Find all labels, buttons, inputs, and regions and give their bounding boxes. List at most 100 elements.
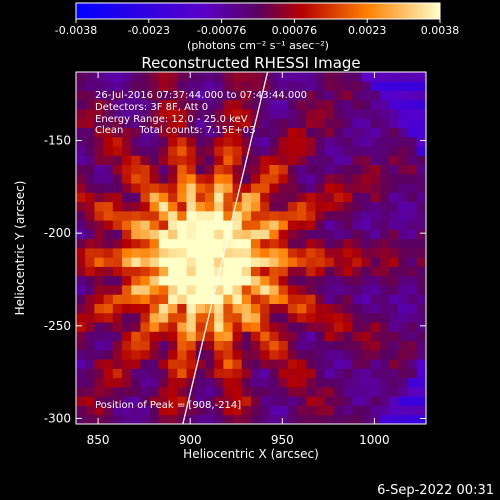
heatmap-cell [158, 340, 169, 351]
heatmap-cell [140, 136, 151, 147]
heatmap-cell [149, 266, 160, 277]
heatmap-cell [352, 136, 362, 147]
heatmap-cell [131, 285, 141, 295]
x-axis-label: Heliocentric X (arcsec) [183, 447, 319, 461]
heatmap-cell [416, 220, 426, 230]
heatmap-cell [149, 275, 160, 286]
heatmap-cell [251, 257, 261, 267]
heatmap-cell [223, 90, 233, 101]
heatmap-cell [112, 210, 123, 221]
heatmap-cell [269, 377, 280, 388]
heatmap-cell [260, 238, 270, 249]
heatmap-cell [287, 275, 298, 286]
heatmap-cell [149, 340, 160, 351]
heatmap-cell [232, 340, 243, 351]
heatmap-cell [251, 90, 261, 101]
heatmap-cell [158, 359, 169, 369]
heatmap-cell [407, 368, 418, 379]
heatmap-cell [94, 396, 105, 406]
heatmap-cell [122, 285, 132, 295]
heatmap-cell [333, 359, 344, 369]
heatmap-cell [131, 312, 141, 323]
heatmap-cell [297, 118, 307, 128]
heatmap-cell [370, 90, 381, 101]
colorbar-ticks: -0.0038 -0.0023 -0.00076 0.00076 0.0023 0.003… [55, 19, 459, 37]
heatmap-cell [297, 192, 307, 203]
annotation-detectors: Detectors: 3F 8F, Att 0 [95, 102, 208, 113]
heatmap-cell [306, 146, 316, 156]
heatmap-cell [177, 359, 187, 369]
heatmap-cell [149, 127, 160, 138]
heatmap-cell [94, 294, 105, 304]
heatmap-cell [122, 155, 132, 166]
heatmap-cell [186, 396, 197, 406]
heatmap-cell [85, 127, 95, 138]
heatmap-cell [232, 164, 243, 175]
heatmap-cell [140, 359, 151, 369]
heatmap-cell [112, 377, 123, 388]
heatmap-cell [241, 340, 252, 351]
heatmap-cell [278, 275, 289, 286]
heatmap-cell [361, 303, 372, 314]
heatmap-cell [232, 136, 243, 147]
heatmap-cell [112, 192, 123, 203]
heatmap-cell [361, 396, 372, 406]
heatmap-cell [398, 368, 408, 379]
heatmap-cell [158, 322, 169, 332]
heatmap-cell [379, 377, 390, 388]
heatmap-cell [112, 155, 123, 166]
heatmap-cell [324, 155, 335, 166]
heatmap-cell [379, 340, 390, 351]
heatmap-cell [140, 368, 151, 379]
heatmap-cell [103, 349, 114, 360]
heatmap-cell [85, 220, 95, 230]
heatmap-cell [131, 248, 141, 258]
heatmap-cell [370, 192, 381, 203]
heatmap-cell [416, 164, 426, 175]
heatmap-cell [278, 285, 289, 295]
heatmap-cell [168, 81, 178, 91]
heatmap-cell [324, 405, 335, 416]
heatmap-cell [315, 303, 326, 314]
heatmap-cell [333, 266, 344, 277]
heatmap-cell [361, 312, 372, 323]
heatmap-cell [269, 275, 280, 286]
heatmap-cell [131, 322, 141, 332]
heatmap-cell [223, 173, 233, 184]
heatmap-cell [343, 220, 353, 230]
heatmap-cell [149, 285, 160, 295]
heatmap-cell [324, 349, 335, 360]
heatmap-cell [149, 90, 160, 101]
heatmap-cell [278, 99, 289, 110]
heatmap-cell [370, 340, 381, 351]
heatmap-cell [140, 81, 151, 91]
heatmap-cell [260, 414, 270, 424]
heatmap-cell [297, 377, 307, 388]
heatmap-cell [315, 72, 326, 82]
heatmap-cell [416, 331, 426, 342]
heatmap-cell [370, 72, 381, 82]
heatmap-cell [324, 294, 335, 304]
heatmap-cell [131, 164, 141, 175]
heatmap-cell [297, 275, 307, 286]
heatmap-cell [158, 210, 169, 221]
heatmap-cell [370, 386, 381, 397]
heatmap-cell [177, 99, 187, 110]
heatmap-cell [76, 312, 86, 323]
heatmap-cell [204, 155, 215, 166]
heatmap-cell [416, 377, 426, 388]
heatmap-cell [389, 136, 399, 147]
heatmap-cell [324, 118, 335, 128]
heatmap-cell [131, 238, 141, 249]
heatmap-cell [269, 146, 280, 156]
heatmap-cell [232, 396, 243, 406]
heatmap-cell [103, 81, 114, 91]
heatmap-cell [232, 81, 243, 91]
heatmap-cell [223, 322, 233, 332]
heatmap-cell [333, 146, 344, 156]
heatmap-cell [251, 146, 261, 156]
heatmap-cell [186, 72, 197, 82]
heatmap-cell [76, 303, 86, 314]
heatmap-cell [177, 210, 187, 221]
heatmap-cell [278, 155, 289, 166]
